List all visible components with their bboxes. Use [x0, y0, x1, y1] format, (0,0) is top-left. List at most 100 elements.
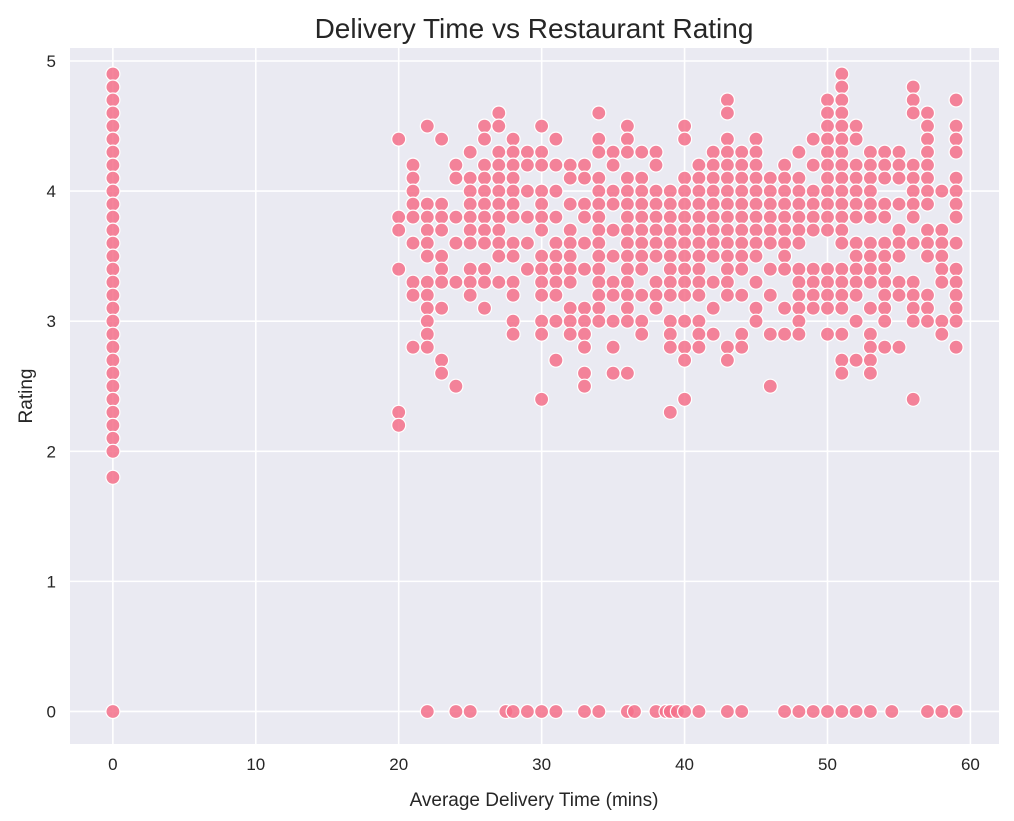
scatter-point: [877, 274, 893, 290]
scatter-point: [848, 352, 864, 368]
scatter-point: [533, 261, 550, 277]
scatter-point: [776, 326, 793, 342]
scatter-point: [719, 92, 736, 108]
scatter-point: [505, 157, 521, 173]
scatter-point: [905, 209, 921, 225]
scatter-point: [919, 144, 936, 160]
scatter-point: [519, 261, 536, 277]
scatter-point: [605, 365, 621, 381]
scatter-point: [848, 183, 864, 199]
scatter-point: [691, 157, 707, 173]
scatter-point: [476, 131, 493, 147]
scatter-point: [676, 248, 693, 264]
scatter-point: [619, 183, 636, 199]
scatter-point: [476, 183, 493, 199]
scatter-point: [848, 131, 864, 147]
scatter-point: [905, 157, 921, 173]
scatter-point: [105, 300, 121, 316]
scatter-point: [105, 469, 121, 485]
scatter-point: [448, 703, 464, 720]
scatter-point: [748, 209, 764, 225]
scatter-point: [505, 703, 521, 720]
scatter-point: [662, 339, 678, 355]
scatter-point: [948, 92, 964, 108]
scatter-point: [819, 105, 836, 121]
scatter-point: [548, 287, 564, 303]
scatter-point: [734, 339, 750, 355]
scatter-point: [877, 196, 893, 212]
scatter-point: [948, 209, 964, 225]
scatter-point: [948, 118, 964, 134]
scatter-point: [862, 144, 879, 160]
y-tick-label: 2: [47, 442, 56, 461]
scatter-point: [862, 274, 879, 290]
scatter-point: [105, 430, 121, 446]
scatter-point: [491, 170, 507, 186]
scatter-point: [862, 248, 879, 264]
scatter-point: [648, 300, 664, 316]
scatter-point: [505, 313, 521, 329]
scatter-point: [719, 339, 736, 355]
scatter-point: [734, 157, 750, 173]
scatter-point: [734, 703, 750, 720]
scatter-point: [105, 144, 121, 160]
scatter-point: [533, 157, 550, 173]
scatter-point: [691, 235, 707, 251]
scatter-point: [905, 183, 921, 199]
scatter-point: [676, 703, 693, 720]
scatter-point: [105, 222, 121, 238]
scatter-point: [791, 235, 807, 251]
scatter-point: [884, 703, 900, 720]
scatter-point: [819, 92, 836, 108]
scatter-point: [877, 170, 893, 186]
scatter-point: [676, 274, 693, 290]
scatter-point: [405, 339, 421, 355]
scatter-point: [605, 313, 621, 329]
scatter-point: [462, 222, 478, 238]
scatter-point: [877, 248, 893, 264]
scatter-point: [533, 287, 550, 303]
scatter-point: [776, 183, 793, 199]
scatter-point: [691, 703, 707, 720]
scatter-point: [505, 248, 521, 264]
scatter-point: [919, 196, 936, 212]
scatter-point: [776, 209, 793, 225]
scatter-point: [519, 183, 536, 199]
scatter-point: [462, 261, 478, 277]
scatter-point: [476, 118, 493, 134]
scatter-point: [805, 287, 821, 303]
scatter-point: [491, 118, 507, 134]
scatter-point: [505, 183, 521, 199]
scatter-point: [434, 365, 450, 381]
scatter-point: [105, 404, 121, 420]
scatter-point: [419, 287, 435, 303]
scatter-point: [762, 222, 778, 238]
scatter-point: [891, 235, 907, 251]
scatter-point: [905, 313, 921, 329]
scatter-point: [848, 235, 864, 251]
scatter-point: [576, 326, 593, 342]
scatter-point: [805, 196, 821, 212]
scatter-point: [948, 170, 964, 186]
scatter-point: [105, 79, 121, 95]
scatter-point: [676, 313, 693, 329]
y-tick-label: 0: [47, 702, 56, 721]
scatter-point: [819, 326, 836, 342]
scatter-point: [505, 235, 521, 251]
scatter-point: [476, 235, 493, 251]
scatter-point: [705, 222, 721, 238]
scatter-point: [105, 209, 121, 225]
scatter-point: [691, 183, 707, 199]
x-axis-ticks: 0 10 20 30 40 50 60: [108, 755, 980, 774]
scatter-point: [919, 157, 936, 173]
scatter-point: [576, 339, 593, 355]
scatter-point: [419, 326, 435, 342]
scatter-point: [834, 79, 850, 95]
scatter-point: [748, 157, 764, 173]
scatter-point: [705, 170, 721, 186]
scatter-point: [591, 261, 607, 277]
y-tick-label: 4: [47, 182, 56, 201]
scatter-point: [734, 287, 750, 303]
scatter-point: [419, 313, 435, 329]
